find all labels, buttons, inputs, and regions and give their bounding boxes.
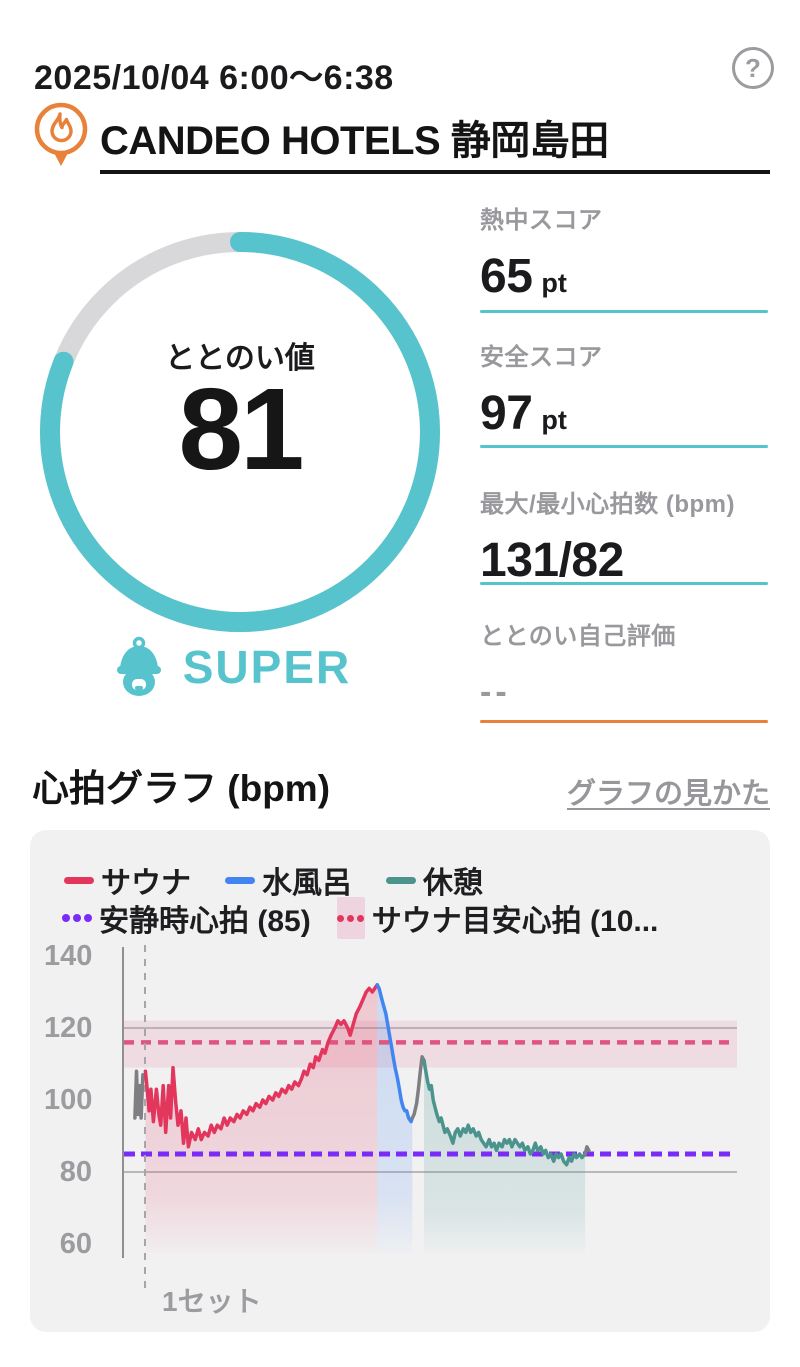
sauna-hat-icon — [116, 636, 161, 696]
totonoi-gauge-ring — [40, 232, 440, 632]
cold-bath-line-swatch — [225, 876, 255, 884]
legend-cold-bath: 水風呂 — [225, 858, 352, 902]
stat-self-rating: ととのい自己評価 -- — [480, 616, 768, 723]
flame-pin-icon — [34, 102, 88, 166]
stat-underline — [480, 310, 768, 313]
chart-legend-row-2: 安静時心拍 (85) サウナ目安心拍 (10... — [62, 896, 658, 940]
stat-value: 97 — [480, 387, 533, 440]
rest-line-swatch — [386, 876, 416, 884]
stat-label: ととのい自己評価 — [480, 623, 676, 650]
help-button[interactable]: ? — [732, 47, 774, 89]
y-tick-60: 60 — [59, 1228, 92, 1260]
heart-rate-chart-card: サウナ 水風呂 休憩 安静時心拍 (85) サウナ目安心拍 (10... 140… — [30, 830, 770, 1332]
stat-heat-score: 熱中スコア 65 pt — [480, 200, 768, 313]
y-tick-80: 80 — [59, 1156, 92, 1188]
graph-help-link[interactable]: グラフの見かた — [566, 778, 770, 810]
legend-rest: 休憩 — [386, 858, 483, 902]
stat-label: 安全スコア — [480, 344, 603, 371]
y-tick-100: 100 — [44, 1084, 93, 1116]
question-mark-icon: ? — [745, 52, 761, 83]
stat-underline — [480, 445, 768, 448]
stat-value: 65 — [480, 250, 533, 303]
heart-rate-graph-title: 心拍グラフ (bpm) — [32, 768, 331, 809]
heart-rate-plot — [122, 945, 737, 1295]
stat-label: 熱中スコア — [480, 207, 603, 234]
y-tick-140: 140 — [44, 940, 93, 972]
venue-name-link[interactable]: CANDEO HOTELS 静岡島田 — [100, 108, 770, 174]
gauge-arc — [40, 232, 440, 632]
chart-legend-row-1: サウナ 水風呂 休憩 — [64, 858, 483, 902]
gauge-label: ととのい値 — [165, 342, 315, 375]
rating-text: SUPER — [182, 641, 352, 693]
resting-hr-dots-swatch — [62, 914, 92, 922]
stat-underline — [480, 720, 768, 723]
stat-underline — [480, 582, 768, 585]
set-1-label: 1セット — [162, 1286, 262, 1317]
legend-resting-hr: 安静時心拍 (85) — [62, 896, 311, 940]
stat-unit: pt — [541, 405, 567, 435]
stat-value: -- — [480, 673, 511, 711]
legend-sauna: サウナ — [64, 858, 191, 902]
stat-unit: pt — [541, 268, 567, 298]
legend-sauna-target-hr: サウナ目安心拍 (10... — [336, 896, 658, 940]
stat-max-min-hr: 最大/最小心拍数 (bpm) 131/82 — [480, 484, 768, 587]
stat-value: 131/82 — [480, 534, 624, 587]
rating-row: SUPER — [30, 636, 430, 698]
stat-safety-score: 安全スコア 97 pt — [480, 337, 768, 448]
stat-label: 最大/最小心拍数 (bpm) — [480, 491, 735, 518]
sauna-target-band-swatch — [336, 897, 365, 939]
totonoi-score-value: 81 — [178, 364, 304, 494]
sauna-line-swatch — [64, 876, 94, 884]
session-datetime: 2025/10/04 6:00～6:38 — [34, 59, 394, 97]
y-tick-120: 120 — [44, 1012, 93, 1044]
